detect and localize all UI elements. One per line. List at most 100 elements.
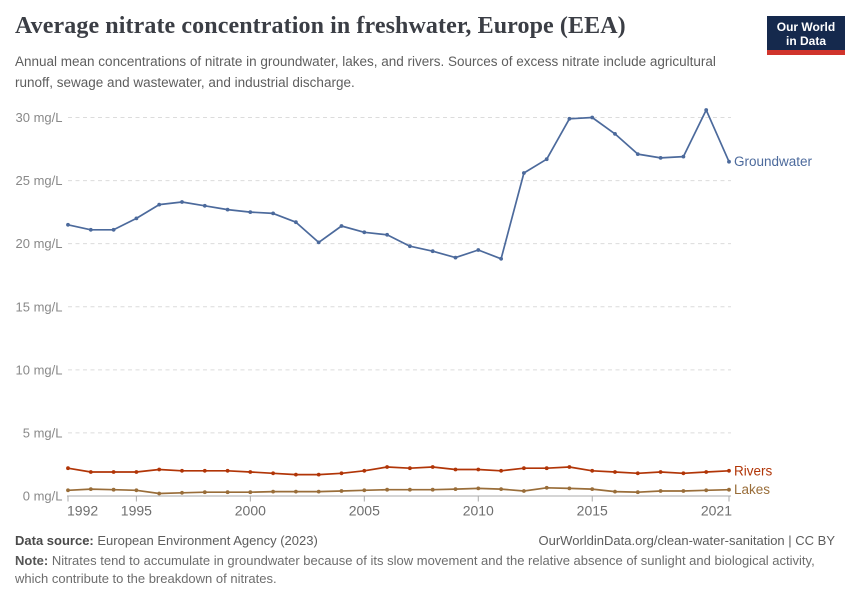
data-point-lakes[interactable]	[134, 488, 139, 493]
data-point-groundwater[interactable]	[613, 132, 617, 136]
footer-note: Note: Nitrates tend to accumulate in gro…	[15, 552, 837, 587]
data-point-lakes[interactable]	[180, 490, 184, 495]
series-label-rivers[interactable]: Rivers	[734, 463, 773, 478]
data-point-rivers[interactable]	[385, 465, 389, 469]
data-point-rivers[interactable]	[271, 471, 275, 476]
series-line-lakes[interactable]	[67, 486, 730, 495]
data-point-rivers[interactable]	[567, 465, 572, 469]
data-point-lakes[interactable]	[430, 487, 435, 492]
data-point-groundwater[interactable]	[476, 248, 481, 252]
series-line-rivers[interactable]	[67, 466, 730, 476]
data-point-lakes[interactable]	[316, 489, 321, 494]
data-point-lakes[interactable]	[635, 490, 640, 495]
data-point-groundwater[interactable]	[225, 207, 230, 212]
data-point-rivers[interactable]	[248, 470, 253, 474]
data-point-groundwater[interactable]	[66, 222, 70, 227]
data-point-rivers[interactable]	[408, 466, 412, 471]
data-source-label: Data source:	[15, 533, 94, 548]
data-point-rivers[interactable]	[66, 466, 70, 471]
data-point-rivers[interactable]	[294, 472, 298, 477]
data-point-lakes[interactable]	[385, 487, 389, 492]
data-point-groundwater[interactable]	[134, 216, 139, 221]
data-point-lakes[interactable]	[66, 488, 70, 493]
data-point-groundwater[interactable]	[294, 220, 298, 225]
data-point-rivers[interactable]	[339, 471, 344, 476]
data-point-groundwater[interactable]	[339, 224, 344, 228]
data-point-groundwater[interactable]	[522, 171, 526, 175]
data-point-groundwater[interactable]	[157, 202, 162, 207]
data-point-groundwater[interactable]	[658, 156, 663, 160]
series-line-groundwater[interactable]	[67, 109, 730, 260]
data-point-lakes[interactable]	[453, 487, 458, 491]
data-point-rivers[interactable]	[544, 466, 549, 471]
data-point-groundwater[interactable]	[362, 230, 367, 235]
data-point-lakes[interactable]	[590, 487, 595, 491]
data-point-rivers[interactable]	[157, 467, 162, 472]
data-point-groundwater[interactable]	[635, 152, 640, 157]
data-point-rivers[interactable]	[613, 470, 617, 474]
data-point-rivers[interactable]	[658, 470, 663, 474]
data-point-lakes[interactable]	[88, 487, 93, 491]
data-point-lakes[interactable]	[476, 486, 481, 491]
data-point-lakes[interactable]	[294, 489, 298, 494]
data-point-lakes[interactable]	[681, 489, 686, 493]
data-point-groundwater[interactable]	[681, 154, 686, 159]
data-point-groundwater[interactable]	[704, 108, 709, 112]
data-point-groundwater[interactable]	[180, 200, 184, 204]
data-point-rivers[interactable]	[476, 467, 481, 472]
owid-logo[interactable]: Our World in Data	[767, 16, 845, 55]
data-point-groundwater[interactable]	[499, 256, 503, 261]
data-point-rivers[interactable]	[453, 467, 458, 472]
data-point-lakes[interactable]	[499, 487, 503, 491]
data-point-lakes[interactable]	[613, 489, 617, 494]
data-point-rivers[interactable]	[88, 470, 93, 474]
data-point-lakes[interactable]	[544, 485, 549, 490]
series-label-lakes[interactable]: Lakes	[734, 482, 770, 497]
data-point-groundwater[interactable]	[385, 232, 389, 237]
data-point-lakes[interactable]	[727, 487, 731, 492]
data-point-lakes[interactable]	[567, 486, 572, 491]
data-point-rivers[interactable]	[590, 468, 595, 473]
data-point-groundwater[interactable]	[316, 240, 321, 245]
data-point-rivers[interactable]	[681, 471, 686, 476]
data-point-lakes[interactable]	[658, 489, 663, 493]
data-point-rivers[interactable]	[180, 468, 184, 473]
data-point-lakes[interactable]	[225, 490, 230, 495]
data-point-lakes[interactable]	[111, 487, 116, 492]
data-point-rivers[interactable]	[430, 465, 435, 469]
data-point-lakes[interactable]	[362, 488, 367, 493]
data-point-groundwater[interactable]	[590, 115, 595, 120]
data-point-groundwater[interactable]	[248, 210, 253, 215]
data-point-rivers[interactable]	[704, 470, 709, 474]
data-point-lakes[interactable]	[522, 489, 526, 493]
series-label-groundwater[interactable]: Groundwater	[734, 154, 813, 169]
data-point-lakes[interactable]	[202, 490, 207, 495]
data-point-groundwater[interactable]	[430, 249, 435, 254]
data-point-lakes[interactable]	[408, 487, 412, 492]
data-point-rivers[interactable]	[225, 468, 230, 473]
data-point-groundwater[interactable]	[111, 227, 116, 232]
data-point-groundwater[interactable]	[271, 211, 275, 216]
data-point-rivers[interactable]	[134, 470, 139, 474]
data-point-rivers[interactable]	[635, 471, 640, 476]
data-point-rivers[interactable]	[522, 466, 526, 471]
data-point-groundwater[interactable]	[567, 116, 572, 121]
data-point-lakes[interactable]	[271, 489, 275, 494]
data-point-rivers[interactable]	[362, 468, 367, 473]
data-point-lakes[interactable]	[339, 489, 344, 493]
data-point-groundwater[interactable]	[408, 244, 412, 249]
data-point-groundwater[interactable]	[202, 203, 207, 208]
data-point-groundwater[interactable]	[544, 157, 549, 162]
data-point-rivers[interactable]	[727, 468, 731, 473]
data-point-rivers[interactable]	[111, 470, 116, 474]
data-point-groundwater[interactable]	[453, 255, 458, 260]
data-point-rivers[interactable]	[202, 468, 207, 473]
data-point-rivers[interactable]	[316, 472, 321, 477]
data-point-rivers[interactable]	[499, 468, 503, 473]
data-point-groundwater[interactable]	[727, 159, 731, 164]
data-point-lakes[interactable]	[248, 490, 253, 495]
credit-link[interactable]: OurWorldinData.org/clean-water-sanitatio…	[538, 533, 835, 548]
data-point-lakes[interactable]	[157, 491, 162, 496]
data-point-lakes[interactable]	[704, 488, 709, 493]
data-point-groundwater[interactable]	[88, 227, 93, 232]
